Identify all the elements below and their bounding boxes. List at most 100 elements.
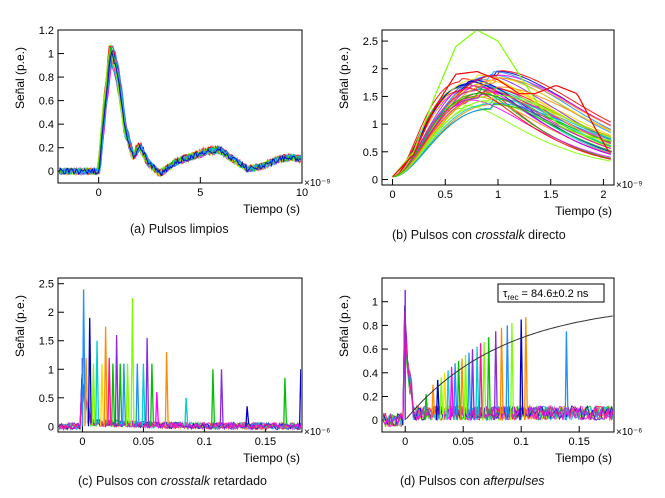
y-tick-label: 0.6: [39, 96, 54, 108]
pulse-spike: [122, 363, 127, 427]
pulse-spike: [111, 363, 116, 427]
x-axis-label: Tiempo (s): [555, 204, 612, 218]
pulse-spike: [431, 384, 436, 421]
y-tick-label: 0: [372, 174, 378, 186]
pulse-spike: [154, 392, 159, 427]
pulse-spike: [442, 372, 447, 421]
y-tick-label: 1: [372, 297, 378, 309]
y-tick-label: 0.8: [363, 320, 378, 332]
caption-text: (d) Pulsos con: [400, 474, 484, 488]
pulse-spike: [211, 369, 216, 427]
x-tick-label: 2: [600, 189, 606, 201]
pulse-trace: [392, 92, 611, 178]
pulse-spike: [103, 326, 108, 427]
pulse-spike: [493, 331, 498, 421]
pulse-spike: [130, 297, 135, 427]
panel-d-afterpulses: 0 0.05 0.1 0.15 0 0.2 0.4 0.6 0.8 1 Tiempo (s) ×10⁻…: [337, 277, 642, 465]
caption-text-end: directo: [524, 228, 566, 242]
x-tick-label: 0.15: [568, 436, 589, 448]
caption-panel-d: (d) Pulsos con afterpulses: [400, 474, 545, 488]
tau-subscript: rec: [507, 293, 518, 302]
pulse-spike: [107, 357, 112, 427]
pulse-spike: [164, 352, 169, 427]
pulse-spike: [564, 331, 569, 421]
y-axis-label: Señal (p.e.): [13, 47, 27, 109]
panel-b-crosstalk-directo: 0 0.5 1 1.5 2 0 0.5 1 1.5 2 2.5 Tiempo (s) ×10⁻⁹ Seña…: [337, 29, 643, 218]
pulse-spike: [475, 346, 480, 421]
y-tick-label: 2.5: [363, 36, 378, 48]
x-tick-label: 0: [389, 189, 395, 201]
x-axis-multiplier: ×10⁻⁹: [616, 180, 643, 191]
traces-group: [59, 289, 301, 431]
pulse-spike: [84, 357, 89, 427]
pulse-trace: [392, 99, 611, 178]
recovery-fit-curve: [406, 315, 613, 420]
x-tick-label: 0: [79, 436, 85, 448]
x-tick-label: 5: [197, 187, 203, 199]
pulse-spike: [145, 337, 150, 427]
caption-text: (a) Pulsos limpios: [130, 222, 229, 236]
pulse-spike: [486, 337, 491, 421]
caption-emphasis: afterpulses: [483, 474, 545, 488]
y-tick-label: 1.5: [363, 91, 378, 103]
y-tick-label: 0.5: [363, 147, 378, 159]
x-axis-label: Tiempo (s): [243, 451, 300, 465]
x-axis-multiplier: ×10⁻⁹: [304, 178, 331, 189]
pulse-trace: [392, 77, 612, 178]
x-tick-label: 0: [96, 187, 102, 199]
x-tick-label: 0: [402, 436, 408, 448]
x-axis-label: Tiempo (s): [555, 451, 612, 465]
caption-text-end: retardado: [210, 474, 267, 488]
y-axis-label: Señal (p.e.): [337, 295, 351, 357]
y-axis-label: Señal (p.e.): [337, 47, 351, 109]
pulse-spike: [439, 377, 444, 421]
x-tick-label: 10: [296, 187, 308, 199]
pulse-spike: [519, 319, 524, 421]
tau-symbol: τ: [503, 288, 508, 300]
x-axis-label: Tiempo (s): [243, 202, 300, 216]
y-tick-label: 2: [48, 307, 54, 319]
y-tick-label: 2.5: [39, 279, 54, 291]
pulse-spike: [446, 370, 451, 421]
pulse-spike: [245, 406, 250, 427]
caption-panel-b: (b) Pulsos con crosstalk directo: [392, 228, 566, 242]
pulse-spike: [460, 358, 465, 421]
pulse-spike: [456, 360, 461, 421]
caption-text: (c) Pulsos con: [78, 474, 161, 488]
crosstalk-trace: [392, 70, 612, 178]
y-tick-label: 0: [48, 166, 54, 178]
pulse-spike: [470, 349, 475, 421]
y-axis-label: Señal (p.e.): [13, 295, 27, 357]
x-tick-label: 0.1: [197, 436, 212, 448]
pulse-spike: [91, 363, 96, 427]
y-tick-label: 2: [372, 64, 378, 76]
pulse-spike: [125, 363, 130, 427]
pulse-spike: [118, 363, 123, 427]
pulse-spike: [453, 363, 458, 421]
caption-emphasis: crosstalk: [160, 474, 210, 488]
pulse-spike: [467, 352, 472, 421]
x-tick-label: 1: [495, 189, 501, 201]
pulse-spike: [81, 289, 86, 427]
y-tick-label: 0.4: [363, 368, 378, 380]
pulse-spike: [141, 363, 146, 427]
y-tick-label: 0.8: [39, 72, 54, 84]
y-tick-label: 0.5: [39, 393, 54, 405]
pulse-spike: [298, 369, 301, 427]
pulse-spike: [219, 369, 224, 427]
pulse-trace: [392, 102, 611, 178]
traces-group: [59, 44, 301, 178]
pulse-spike: [100, 363, 105, 427]
caption-emphasis: crosstalk: [475, 228, 525, 242]
pulse-trace: [392, 74, 612, 178]
pulse-trace: [392, 74, 611, 178]
y-tick-label: 0.6: [363, 344, 378, 356]
x-tick-label: 1.5: [543, 189, 558, 201]
x-axis-multiplier: ×10⁻⁶: [304, 427, 330, 438]
pulse-spike: [482, 341, 487, 421]
pulse-trace: [392, 86, 611, 178]
panel-c-crosstalk-retardado: 0 0.05 0.1 0.15 0 0.5 1 1.5 2 2.5 Tiempo (s) ×10⁻⁶ S…: [13, 277, 330, 465]
pulse-spike: [424, 394, 429, 421]
y-tick-label: 0.2: [39, 143, 54, 155]
